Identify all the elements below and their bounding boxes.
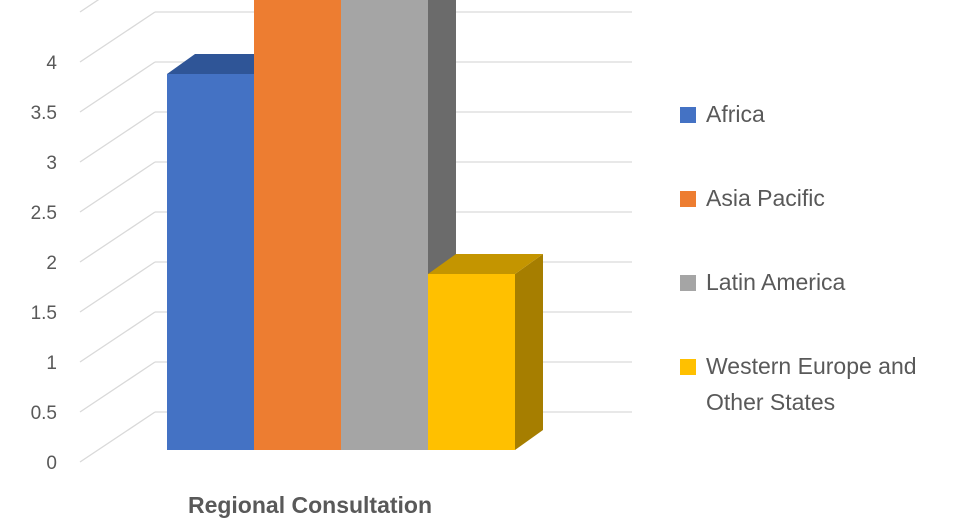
y-tick-label: 2 — [46, 253, 57, 274]
gridline-diagonal — [79, 361, 156, 413]
y-tick-label: 1.5 — [31, 303, 57, 324]
legend: Africa Asia Pacific Latin America Western E… — [680, 96, 960, 432]
bar-western-europe-and-other-states — [428, 254, 543, 450]
legend-label: Africa — [706, 101, 765, 127]
legend-swatch — [680, 359, 696, 375]
gridline-diagonal — [79, 161, 156, 213]
y-tick-label: 1 — [46, 353, 57, 374]
bars — [167, 0, 543, 450]
gridline-diagonal — [79, 61, 156, 113]
legend-item: Asia Pacific — [680, 180, 960, 264]
bar-side-face — [515, 254, 543, 450]
legend-label: Latin America — [706, 269, 846, 295]
gridline-diagonal — [79, 311, 156, 363]
y-tick-label: 4 — [46, 53, 57, 74]
legend-label: Asia Pacific — [706, 185, 825, 211]
gridline-diagonal — [79, 211, 156, 263]
x-axis-label: Regional Consultation — [188, 492, 432, 518]
y-tick-label: 3 — [46, 153, 57, 174]
bar-front-face — [428, 274, 515, 450]
legend-label: Western Europe and Other States — [706, 353, 917, 415]
y-axis-ticks: 0 0.5 1 1.5 2 2.5 3 3.5 4 — [31, 53, 58, 474]
y-tick-label: 0.5 — [31, 403, 57, 424]
bar-top-face — [167, 54, 282, 74]
legend-swatch — [680, 191, 696, 207]
gridline-diagonal — [79, 261, 156, 313]
gridline-diagonal — [79, 411, 156, 463]
y-tick-label: 2.5 — [31, 203, 57, 224]
bar-front-face — [341, 0, 428, 450]
gridline-diagonal — [79, 0, 100, 13]
y-tick-label: 3.5 — [31, 103, 57, 124]
legend-item: Africa — [680, 96, 960, 180]
gridline-diagonal — [79, 111, 156, 163]
legend-swatch — [680, 275, 696, 291]
gridline-diagonal — [79, 11, 156, 63]
legend-swatch — [680, 107, 696, 123]
bar-front-face — [254, 0, 341, 450]
bar-top-face — [428, 254, 543, 274]
legend-item: Latin America — [680, 264, 960, 348]
y-tick-label: 0 — [46, 453, 57, 474]
legend-item: Western Europe and Other States — [680, 348, 960, 432]
bar-front-face — [167, 74, 254, 450]
